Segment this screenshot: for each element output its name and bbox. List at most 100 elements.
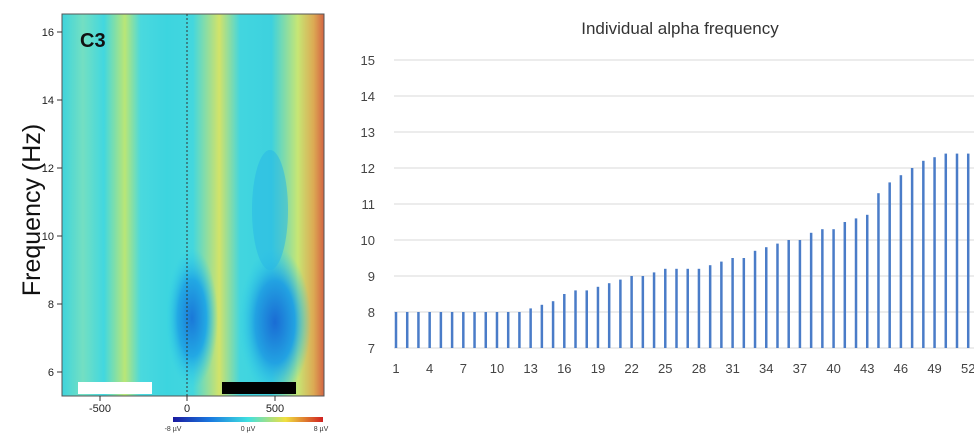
heatmap-frame bbox=[61, 13, 325, 397]
y-tick-label: 12 bbox=[361, 161, 375, 176]
bar bbox=[484, 312, 488, 348]
x-tick-label: 52 bbox=[961, 361, 974, 376]
x-tick-label: 37 bbox=[793, 361, 807, 376]
y-tick-label: 13 bbox=[361, 125, 375, 140]
left-y-tick-label: 10 bbox=[42, 231, 54, 243]
left-y-tick-label: 12 bbox=[42, 163, 54, 175]
bar bbox=[529, 308, 532, 348]
x-tick-label: 31 bbox=[725, 361, 739, 376]
bar bbox=[439, 312, 443, 348]
bar bbox=[955, 153, 959, 348]
bar bbox=[731, 258, 734, 348]
x-tick-label: 19 bbox=[591, 361, 605, 376]
colorbar-max-label: 8 µV bbox=[314, 426, 329, 433]
bar bbox=[708, 265, 712, 348]
bar bbox=[933, 157, 936, 348]
bar bbox=[753, 250, 757, 348]
bar bbox=[417, 312, 420, 348]
left-x-tick-label: 500 bbox=[266, 403, 284, 415]
y-tick-label: 11 bbox=[362, 197, 376, 212]
bar bbox=[787, 240, 790, 348]
left-y-tick-label: 14 bbox=[42, 95, 54, 107]
x-tick-label: 43 bbox=[860, 361, 874, 376]
y-tick-label: 14 bbox=[361, 89, 375, 104]
left-x-axis: -500 0 500 bbox=[89, 396, 284, 415]
bar bbox=[585, 290, 588, 348]
x-tick-label: 28 bbox=[692, 361, 706, 376]
x-tick-label: 40 bbox=[826, 361, 840, 376]
gridlines bbox=[394, 59, 974, 349]
y-tick-label: 9 bbox=[368, 269, 375, 284]
bar bbox=[922, 160, 925, 348]
bar bbox=[551, 301, 555, 348]
bar bbox=[821, 229, 824, 348]
colorbar bbox=[173, 417, 323, 422]
bar bbox=[888, 182, 891, 348]
bar bbox=[540, 304, 544, 348]
bar bbox=[776, 243, 779, 348]
bar bbox=[641, 276, 645, 348]
x-tick-label: 10 bbox=[490, 361, 504, 376]
bar bbox=[675, 268, 678, 348]
bar bbox=[843, 222, 847, 348]
bar bbox=[664, 268, 667, 348]
bar bbox=[607, 283, 611, 348]
low-power-blob-1 bbox=[166, 248, 218, 388]
x-tick-label: 25 bbox=[658, 361, 672, 376]
iaf-bar-chart-panel: Individual alpha frequency 7 8 9 10 11 12 13 14… bbox=[340, 0, 974, 434]
bar bbox=[428, 312, 431, 348]
bar bbox=[899, 175, 903, 348]
y-tick-label: 15 bbox=[361, 53, 375, 68]
bar bbox=[944, 153, 948, 348]
left-y-axis: 6 8 10 12 14 16 bbox=[42, 27, 62, 379]
left-y-tick-label: 6 bbox=[48, 367, 54, 379]
x-tick-label: 16 bbox=[557, 361, 571, 376]
bar bbox=[619, 279, 622, 348]
bar bbox=[720, 261, 723, 348]
x-tick-label: 49 bbox=[927, 361, 941, 376]
left-x-tick-label: 0 bbox=[184, 403, 190, 415]
bar bbox=[854, 218, 858, 348]
bar bbox=[574, 290, 577, 348]
x-tick-label: 7 bbox=[460, 361, 467, 376]
low-power-blob-2 bbox=[239, 247, 311, 397]
x-tick-label: 34 bbox=[759, 361, 773, 376]
bar bbox=[652, 272, 656, 348]
bar bbox=[462, 312, 465, 348]
time-frequency-heatmap: C3 6 8 10 12 14 16 Frequency (Hz) -500 0… bbox=[18, 13, 329, 433]
y-tick-label: 8 bbox=[368, 305, 375, 320]
x-tick-label: 46 bbox=[894, 361, 908, 376]
bar bbox=[865, 214, 869, 348]
bar bbox=[405, 312, 409, 348]
bar bbox=[686, 268, 689, 348]
baseline-white-bar bbox=[78, 382, 152, 394]
left-x-tick-label: -500 bbox=[89, 403, 111, 415]
y-tick-label: 7 bbox=[368, 341, 375, 356]
bar bbox=[765, 247, 768, 348]
x-axis: 1471013161922252831343740434649525558616… bbox=[392, 361, 974, 376]
x-tick-label: 13 bbox=[523, 361, 537, 376]
bar bbox=[697, 268, 701, 348]
bar bbox=[563, 294, 566, 348]
bar bbox=[473, 312, 476, 348]
bar bbox=[798, 240, 802, 348]
colorbar-mid-label: 0 µV bbox=[241, 426, 256, 433]
y-axis: 7 8 9 10 11 12 13 14 15 bbox=[361, 53, 375, 356]
left-y-axis-label: Frequency (Hz) bbox=[18, 124, 46, 296]
stimulus-black-bar bbox=[222, 382, 296, 394]
bar bbox=[506, 312, 510, 348]
bar bbox=[809, 232, 813, 348]
bar bbox=[394, 312, 398, 348]
bars bbox=[394, 153, 970, 348]
bar bbox=[877, 193, 880, 348]
x-tick-label: 1 bbox=[392, 361, 399, 376]
iaf-bar-chart: Individual alpha frequency 7891011121314… bbox=[361, 19, 974, 376]
bar bbox=[596, 286, 600, 348]
bar bbox=[518, 312, 521, 348]
bar bbox=[966, 153, 970, 348]
y-tick-label: 10 bbox=[361, 233, 375, 248]
low-power-streak bbox=[252, 150, 288, 270]
x-tick-label: 22 bbox=[624, 361, 638, 376]
chart-title: Individual alpha frequency bbox=[581, 19, 779, 38]
bar bbox=[630, 276, 633, 348]
